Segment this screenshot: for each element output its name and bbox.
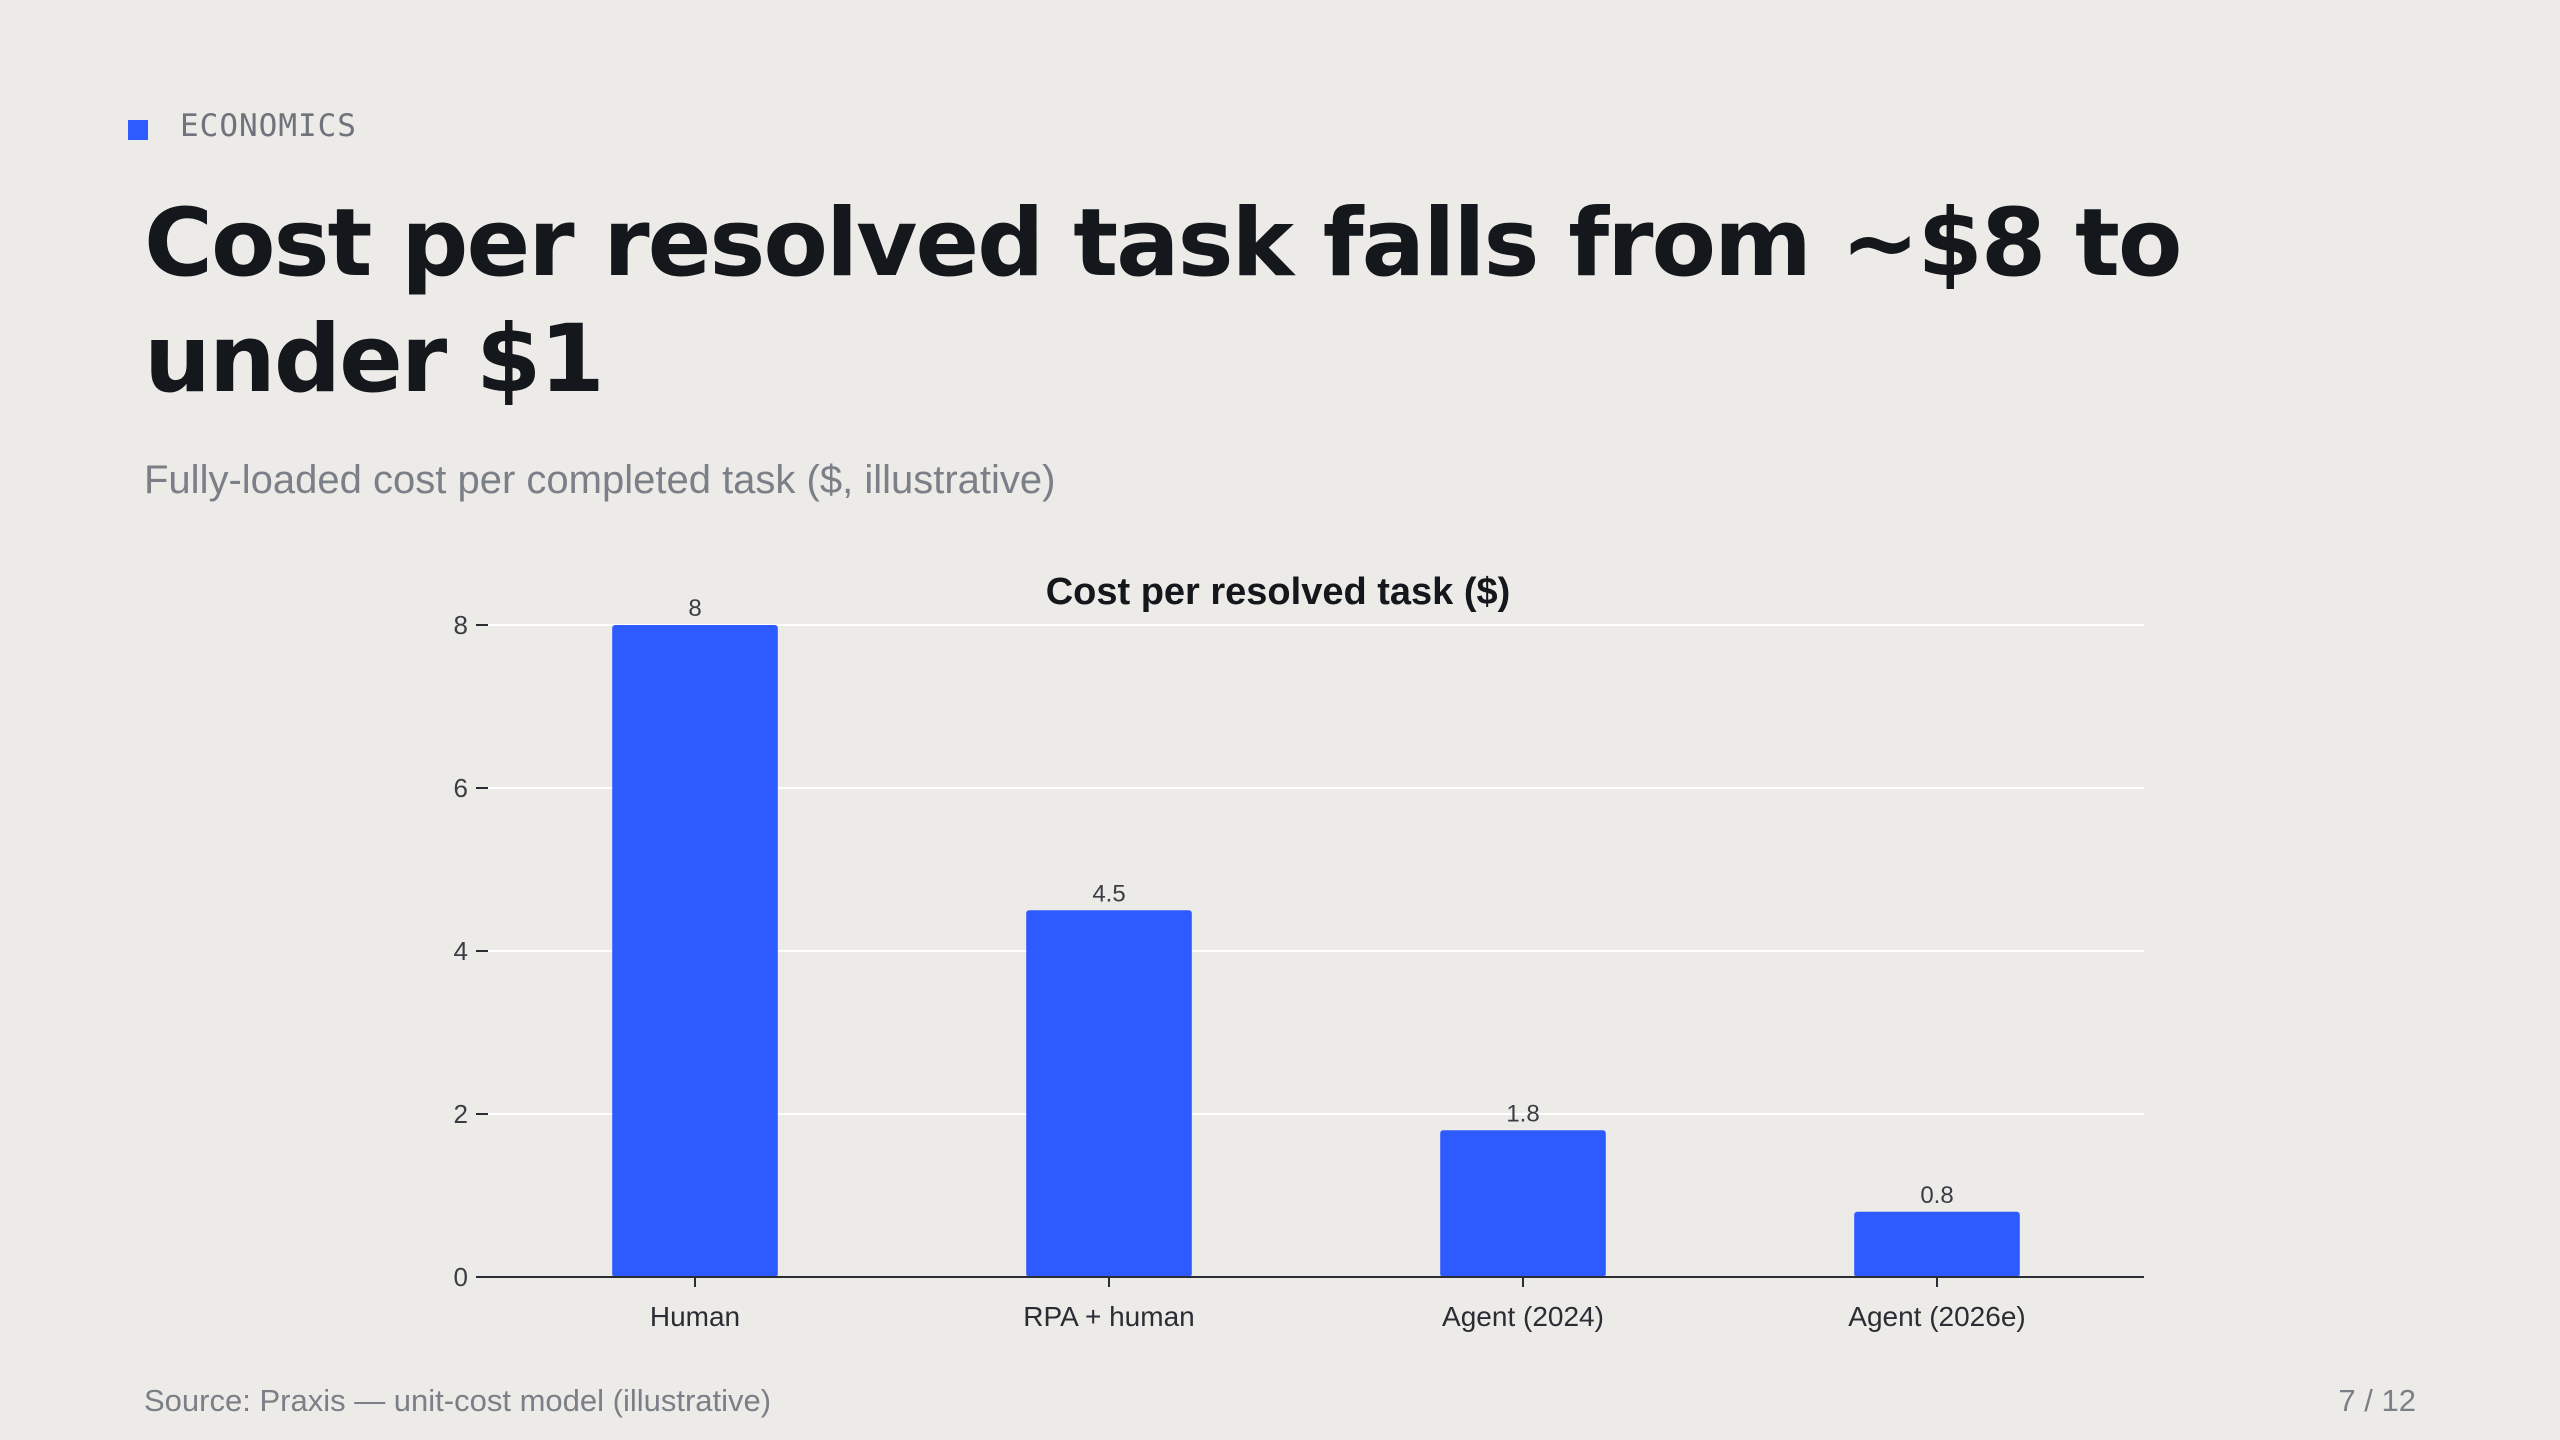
x-tick-label: Human [650,1301,740,1332]
y-tick-label: 4 [454,936,468,966]
section-eyebrow: ECONOMICS [128,108,357,144]
chart-title: Cost per resolved task ($) [1046,571,1511,613]
x-tick-label: RPA + human [1023,1301,1194,1332]
eyebrow-square-icon [128,120,148,140]
slide-subtitle: Fully-loaded cost per completed task ($,… [144,458,1056,502]
bar[interactable] [1854,1211,2020,1277]
label-layer: 0 2 4 6 8 8 Human 4.5 RPA + human 1.8 Agent (2024)… [454,595,2026,1332]
data-label: 4.5 [1092,880,1125,907]
y-tick-label: 0 [454,1262,468,1292]
slide-title: Cost per resolved task falls from ~$8 to… [144,189,2183,414]
y-tick-label: 2 [454,1099,468,1129]
data-label: 0.8 [1920,1182,1953,1209]
bar[interactable] [1026,910,1192,1277]
bar[interactable] [612,625,778,1277]
bar[interactable] [1440,1130,1606,1277]
y-tick-label: 8 [454,610,468,640]
x-tick-label: Agent (2024) [1442,1301,1604,1332]
footer-source: Source: Praxis — unit-cost model (illust… [144,1383,772,1418]
data-label: 8 [688,595,701,622]
y-tick-label: 6 [454,773,468,803]
page-number: 7 / 12 [2338,1383,2416,1418]
x-tick-label: Agent (2026e) [1848,1301,2025,1332]
eyebrow-label: ECONOMICS [180,108,357,144]
bar-layer [612,625,2020,1277]
data-label: 1.8 [1506,1100,1539,1127]
